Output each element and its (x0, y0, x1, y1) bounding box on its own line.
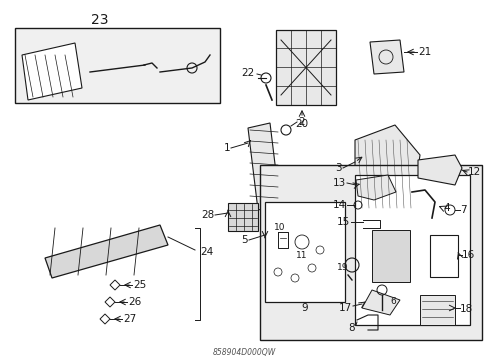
Polygon shape (45, 225, 168, 278)
Polygon shape (354, 125, 419, 210)
Polygon shape (361, 290, 399, 315)
Text: 10: 10 (274, 224, 285, 233)
Polygon shape (355, 175, 395, 200)
Polygon shape (110, 280, 120, 290)
Text: 25: 25 (133, 280, 146, 290)
Text: 3: 3 (335, 163, 341, 173)
Text: 13: 13 (332, 178, 346, 188)
Bar (260, 165, 481, 340)
Text: 21: 21 (417, 47, 430, 57)
Bar (371, 230, 409, 282)
Text: 9: 9 (301, 303, 307, 313)
Text: 28: 28 (201, 210, 214, 220)
Polygon shape (369, 40, 403, 74)
Text: 22: 22 (240, 68, 253, 78)
Bar (15, 28, 220, 103)
Polygon shape (22, 43, 82, 100)
Bar (354, 175, 469, 325)
Text: 14: 14 (332, 200, 346, 210)
Bar (429, 235, 457, 277)
Text: 4: 4 (442, 203, 448, 213)
Text: 7: 7 (459, 205, 466, 215)
Text: 2: 2 (297, 117, 304, 127)
Text: 15: 15 (336, 217, 349, 227)
Text: 11: 11 (296, 251, 307, 260)
Bar (275, 30, 335, 105)
Polygon shape (247, 123, 280, 210)
Text: 16: 16 (461, 250, 474, 260)
Text: 26: 26 (128, 297, 141, 307)
Text: 5: 5 (241, 235, 247, 245)
Text: 6: 6 (389, 297, 395, 306)
Text: 20: 20 (295, 119, 308, 129)
Polygon shape (105, 297, 115, 307)
Text: 18: 18 (459, 304, 472, 314)
Text: 19: 19 (336, 264, 347, 273)
Text: 24: 24 (200, 247, 213, 257)
Text: 27: 27 (123, 314, 136, 324)
Text: 1: 1 (223, 143, 229, 153)
Polygon shape (100, 314, 110, 324)
Text: 23: 23 (91, 13, 108, 27)
Bar (264, 202, 345, 302)
Text: 17: 17 (338, 303, 351, 313)
Text: 8: 8 (347, 323, 354, 333)
Bar (419, 295, 454, 325)
Bar (227, 203, 258, 231)
Polygon shape (417, 155, 461, 185)
Text: 12: 12 (467, 167, 480, 177)
Text: 858904D000QW: 858904D000QW (212, 347, 276, 356)
